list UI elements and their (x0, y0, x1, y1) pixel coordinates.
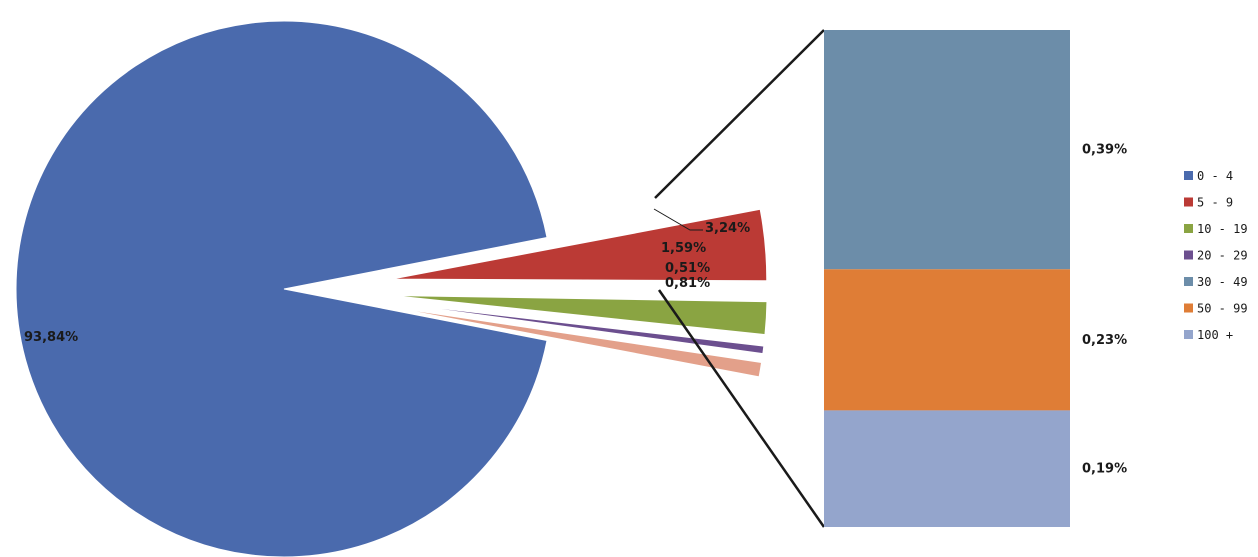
pie-slice-5-9 (391, 208, 768, 282)
legend-label-5-9: 5 - 9 (1197, 196, 1233, 210)
connector-lines (654, 29, 826, 528)
connector-line-top (654, 29, 825, 199)
legend-swatch-10-19 (1184, 224, 1193, 233)
legend-label-10-19: 10 - 19 (1197, 222, 1248, 236)
legend: 0 - 4 5 - 9 10 - 19 20 - 29 30 - 49 50 - 99 10… (1184, 169, 1248, 342)
legend-swatch-50-99 (1184, 303, 1193, 313)
pie-slice-0-4 (15, 20, 548, 557)
legend-swatch-0-4 (1184, 171, 1193, 180)
pie: 93,84% 3,24% 1,59% 0,51%0,81% (15, 20, 768, 557)
legend-swatch-30-49 (1184, 277, 1193, 286)
connector-line-bottom (657, 289, 826, 528)
bar-segment-100 (824, 410, 1070, 527)
legend-swatch-5-9 (1184, 197, 1193, 207)
stacked-bar: 0,39% 0,23% 0,19% (824, 30, 1127, 527)
pie-slice-label-0-4: 93,84% (24, 330, 78, 345)
pie-slice-20-29 (391, 302, 765, 355)
legend-label-20-29: 20 - 29 (1197, 249, 1248, 263)
legend-swatch-100 (1184, 330, 1193, 339)
pie-slice-label-other: 0,81% (665, 276, 710, 291)
legend-label-0-4: 0 - 4 (1197, 169, 1233, 183)
leader-line (653, 208, 703, 231)
bar-segment-30-49 (824, 30, 1070, 270)
bar-segment-label-50-99: 0,23% (1082, 333, 1127, 348)
pie-slice-other (390, 306, 763, 378)
bar-segment-label-100: 0,19% (1082, 462, 1127, 477)
legend-swatch-20-29 (1184, 250, 1193, 260)
legend-label-50-99: 50 - 99 (1197, 302, 1248, 316)
bar-segment-50-99 (824, 269, 1070, 411)
legend-label-30-49: 30 - 49 (1197, 275, 1248, 289)
bar-segment-label-30-49: 0,39% (1082, 143, 1127, 158)
pie-slice-label-5-9: 3,24% (705, 221, 750, 236)
pie-slice-label-10-19: 1,59% (661, 241, 706, 256)
legend-label-100: 100 + (1197, 328, 1233, 342)
pie-slice-label-20-29: 0,51% (665, 261, 710, 276)
pie-slice-10-19 (391, 295, 768, 336)
